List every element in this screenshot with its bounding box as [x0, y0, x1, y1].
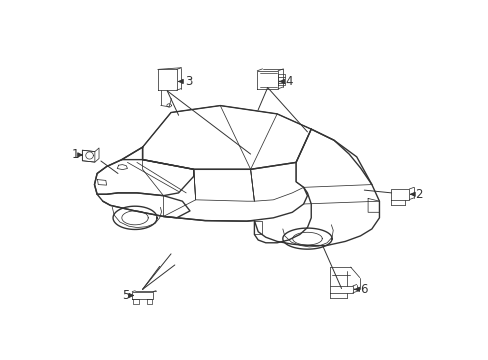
Text: 1: 1: [72, 148, 82, 161]
Text: 6: 6: [354, 283, 367, 296]
Text: 2: 2: [410, 188, 421, 201]
Text: 4: 4: [279, 75, 292, 88]
Text: 5: 5: [122, 289, 133, 302]
Text: 3: 3: [179, 75, 192, 88]
